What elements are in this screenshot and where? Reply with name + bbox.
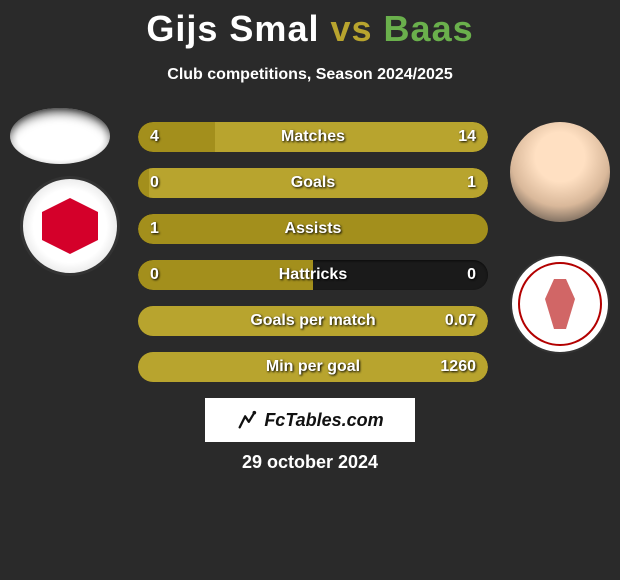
stats-bars: 414Matches 01Goals 1Assists 00Hattricks 0.07… bbox=[138, 122, 488, 382]
stat-bar: 1260Min per goal bbox=[138, 352, 488, 382]
stat-bar: 0.07Goals per match bbox=[138, 306, 488, 336]
date-text: 29 october 2024 bbox=[0, 452, 620, 473]
branding-text: FcTables.com bbox=[264, 410, 383, 431]
title-vs: vs bbox=[330, 8, 372, 49]
title-player2: Baas bbox=[384, 8, 474, 49]
stat-label: Goals bbox=[138, 168, 488, 198]
player2-avatar bbox=[510, 122, 610, 222]
page-title: Gijs Smal vs Baas bbox=[0, 0, 620, 50]
stat-bar: 00Hattricks bbox=[138, 260, 488, 290]
stat-bar: 1Assists bbox=[138, 214, 488, 244]
title-player1: Gijs Smal bbox=[146, 8, 319, 49]
stat-label: Matches bbox=[138, 122, 488, 152]
branding-logo-icon bbox=[236, 409, 258, 431]
stat-label: Goals per match bbox=[138, 306, 488, 336]
player2-club-logo bbox=[510, 254, 610, 354]
stat-bar: 01Goals bbox=[138, 168, 488, 198]
stat-label: Hattricks bbox=[138, 260, 488, 290]
branding-badge: FcTables.com bbox=[205, 398, 415, 442]
stat-bar: 414Matches bbox=[138, 122, 488, 152]
subtitle: Club competitions, Season 2024/2025 bbox=[0, 66, 620, 84]
stat-label: Min per goal bbox=[138, 352, 488, 382]
player1-avatar bbox=[10, 108, 110, 164]
stat-label: Assists bbox=[138, 214, 488, 244]
player1-club-logo bbox=[20, 176, 120, 276]
